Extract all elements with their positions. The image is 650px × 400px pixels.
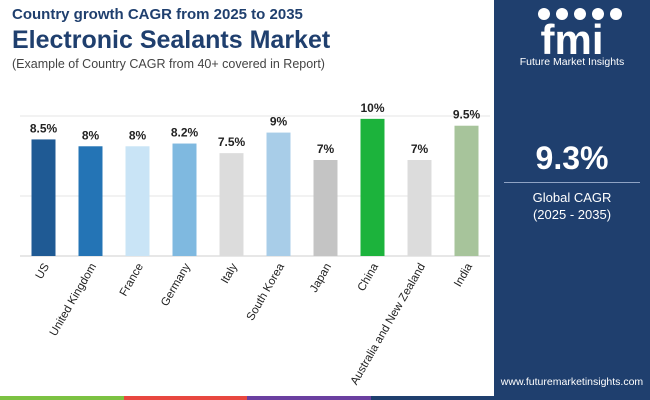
labels-layer: 8.5% 8% 8% 8.2% 7.5% 9% 7% 10% 7% 9.5% (30, 101, 481, 156)
data-label: 8% (129, 128, 147, 142)
global-cagr-period: (2025 - 2035) (532, 207, 612, 222)
bar-china (360, 118, 385, 256)
global-cagr-value: 9.3% (535, 140, 609, 176)
website-link[interactable]: www.futuremarketinsights.com (500, 376, 644, 388)
data-label: 9.5% (453, 108, 481, 122)
bar-south-korea (266, 132, 291, 256)
sidebar-panel: fmi Future Market Insights 9.3% Global C… (494, 0, 650, 400)
bottom-bar-segment (123, 396, 247, 400)
data-label: 7% (411, 142, 429, 156)
logo-dot-5 (610, 8, 622, 20)
x-tick-label: United Kingdom (48, 262, 99, 339)
logo-dot-1 (538, 8, 550, 20)
fmi-logo: fmi (538, 8, 622, 63)
chart-supertitle: Country growth CAGR from 2025 to 2035 (12, 6, 303, 23)
x-tick-label: China (356, 261, 382, 294)
bar-united-kingdom (78, 146, 103, 256)
bottom-bar-segment (370, 396, 494, 400)
bottom-color-bar (0, 396, 494, 400)
data-label: 8.5% (30, 121, 58, 135)
bar-australia-and-new-zealand (407, 160, 432, 256)
global-cagr-label: Global CAGR (2025 - 2035) (494, 189, 650, 223)
bar-germany (172, 143, 197, 256)
bar-japan (313, 160, 338, 256)
bottom-bar-segment (247, 396, 371, 400)
bar-india (454, 125, 479, 256)
bar-italy (219, 153, 244, 256)
x-tick-label: US (34, 261, 53, 281)
x-tick-label: Japan (308, 262, 334, 295)
bar-france (125, 146, 150, 256)
x-tick-label: France (118, 262, 146, 299)
bars-layer (31, 118, 479, 256)
x-tick-label: Italy (219, 261, 240, 285)
bottom-bar-segment (0, 396, 124, 400)
bar-us (31, 139, 56, 256)
chart-title: Electronic Sealants Market (12, 26, 331, 54)
logo-dot-3 (574, 8, 586, 20)
logo-letters: fmi (541, 16, 604, 63)
x-tick-label: South Korea (245, 261, 288, 323)
data-label: 9% (270, 115, 288, 129)
logo-dot-2 (556, 8, 568, 20)
data-label: 10% (360, 101, 384, 115)
chart-subtitle: (Example of Country CAGR from 40+ covere… (12, 57, 325, 71)
brand-name: Future Market Insights (519, 56, 625, 68)
data-label: 7% (317, 142, 335, 156)
data-label: 8.2% (171, 126, 199, 140)
bar-chart: 8.5% 8% 8% 8.2% 7.5% 9% 7% 10% 7% 9.5% US United K… (12, 86, 494, 392)
x-tick-label: India (452, 261, 475, 289)
logo-dot-4 (592, 8, 604, 20)
data-label: 8% (82, 128, 100, 142)
divider (504, 182, 640, 183)
x-tick-label: Germany (159, 261, 193, 308)
global-cagr-label-line1: Global CAGR (532, 190, 612, 205)
header: Country growth CAGR from 2025 to 2035 El… (12, 6, 482, 72)
data-label: 7.5% (218, 135, 246, 149)
